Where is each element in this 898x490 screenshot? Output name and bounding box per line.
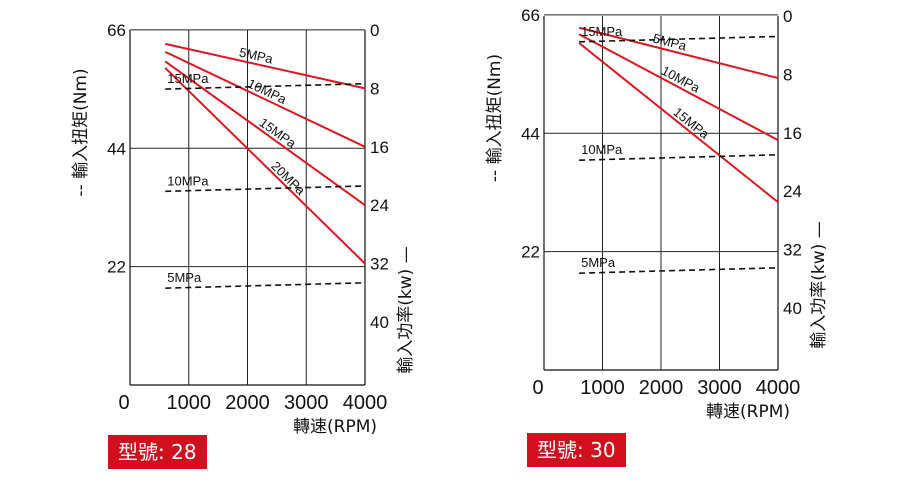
- torque-line-0-10MPa: [165, 185, 366, 193]
- power-line-0-20MPa: [164, 67, 366, 265]
- right-tick-label-0-1: 8: [370, 79, 379, 98]
- power-line-0-15MPa: [164, 60, 366, 207]
- torque-label-0-15MPa: 15MPa: [167, 71, 209, 86]
- right-tick-label-0-3: 24: [370, 196, 389, 215]
- x-tick-label-0-2: 2000: [225, 392, 270, 414]
- model-badge-28: 型號: 28: [108, 435, 207, 469]
- power-label-0-15MPa: 15MPa: [257, 115, 300, 152]
- right-tick-label-1-1: 8: [783, 65, 792, 84]
- left-axis-title-0: -- 輸入扭矩(Nm): [71, 68, 91, 196]
- right-tick-label-1-4: 32: [783, 241, 802, 260]
- right-tick-label-0-4: 32: [370, 255, 389, 274]
- torque-label-1-15MPa: 15MPa: [581, 24, 623, 39]
- right-axis-title-1: 輸入功率(kw) —: [809, 221, 829, 348]
- right-tick-label-1-2: 16: [783, 124, 802, 143]
- x-tick-label-0-4: 4000: [343, 392, 388, 414]
- right-tick-label-0-2: 16: [370, 138, 389, 157]
- torque-label-0-10MPa: 10MPa: [167, 173, 209, 188]
- power-label-1-15MPa: 15MPa: [671, 104, 713, 142]
- left-tick-label-1-0: 22: [521, 243, 540, 262]
- torque-line-1-5MPa: [579, 266, 779, 274]
- right-tick-label-1-5: 40: [783, 299, 802, 318]
- power-label-0-20MPa: 20MPa: [268, 158, 308, 198]
- x-tick-label-0-0: 0: [118, 392, 129, 414]
- left-tick-label-1-2: 66: [521, 6, 540, 25]
- power-line-1-5MPa: [578, 26, 779, 80]
- right-tick-label-0-5: 40: [370, 313, 389, 332]
- torque-line-0-5MPa: [165, 281, 366, 289]
- right-tick-label-0-0: 0: [370, 21, 379, 40]
- torque-line-1-15MPa: [579, 35, 779, 43]
- power-line-1-10MPa: [578, 33, 779, 141]
- chart-0: 01000200030004000224466881100816243240轉速…: [71, 21, 416, 437]
- chart-1: 01000200030004000224466881100816243240轉速…: [485, 6, 829, 422]
- model-badge-30: 型號: 30: [527, 433, 626, 467]
- power-line-0-10MPa: [164, 50, 366, 148]
- torque-label-0-5MPa: 5MPa: [167, 270, 202, 285]
- power-line-1-15MPa: [578, 42, 779, 203]
- x-tick-label-1-4: 4000: [756, 377, 801, 399]
- right-tick-label-1-3: 24: [783, 182, 802, 201]
- x-axis-title-0: 轉速(RPM): [293, 417, 377, 437]
- x-tick-label-1-2: 2000: [639, 377, 684, 399]
- left-axis-title-1: -- 輸入扭矩(Nm): [485, 54, 505, 182]
- torque-line-1-10MPa: [579, 154, 779, 161]
- x-axis-title-1: 轉速(RPM): [706, 402, 790, 422]
- torque-label-1-5MPa: 5MPa: [581, 255, 616, 270]
- right-axis-title-0: 輸入功率(kw) —: [396, 246, 416, 373]
- x-tick-label-1-3: 3000: [697, 377, 742, 399]
- x-tick-label-0-1: 1000: [167, 392, 212, 414]
- power-label-1-10MPa: 10MPa: [659, 63, 703, 96]
- left-tick-label-0-2: 66: [107, 21, 126, 40]
- torque-label-1-10MPa: 10MPa: [581, 142, 623, 157]
- right-tick-label-1-0: 0: [783, 7, 792, 26]
- left-tick-label-0-1: 44: [107, 139, 126, 158]
- x-tick-label-1-1: 1000: [580, 377, 625, 399]
- x-tick-label-0-3: 3000: [284, 392, 329, 414]
- power-line-0-5MPa: [165, 42, 366, 90]
- power-label-0-5MPa: 5MPa: [238, 45, 275, 67]
- power-label-0-10MPa: 10MPa: [245, 76, 289, 108]
- x-tick-label-1-0: 0: [532, 377, 543, 399]
- left-tick-label-0-0: 22: [107, 258, 126, 277]
- left-tick-label-1-1: 44: [521, 124, 540, 143]
- torque-line-0-15MPa: [165, 82, 366, 90]
